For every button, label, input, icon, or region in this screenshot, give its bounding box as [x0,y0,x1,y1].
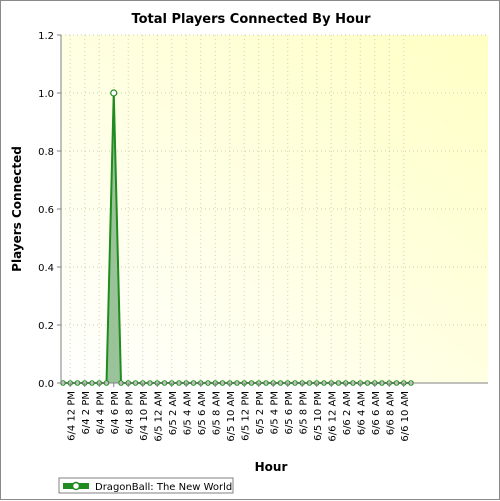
x-tick-label: 6/4 12 PM [66,391,77,441]
chart-title: Total Players Connected By Hour [131,12,371,27]
x-tick-label: 6/5 4 AM [182,391,193,435]
x-tick-label: 6/5 8 AM [211,391,222,435]
legend-marker-icon [71,481,81,491]
x-tick-label: 6/5 10 AM [226,391,237,442]
y-axis-ticks: 0.0 0.2 0.4 0.6 0.8 1.0 1.2 [38,31,61,390]
x-tick-label: 6/5 12 PM [240,391,251,441]
y-tick-label: 1.0 [38,89,54,100]
x-tick-label: 6/4 6 PM [110,391,121,434]
legend-entry-label: DragonBall: The New World [95,482,232,493]
data-point [110,89,118,97]
legend: DragonBall: The New World [58,477,234,494]
x-tick-label: 6/4 2 PM [81,391,92,434]
x-tick-label: 6/5 2 PM [255,391,266,434]
x-tick-label: 6/5 8 PM [298,391,309,434]
legend-box [58,477,234,494]
y-tick-label: 0.6 [38,205,54,216]
y-tick-label: 0.2 [38,321,54,332]
x-tick-label: 6/6 6 AM [371,391,382,435]
x-tick-label: 6/4 10 PM [139,391,150,441]
x-tick-label: 6/5 4 PM [269,391,280,434]
x-tick-label: 6/4 8 PM [124,391,135,434]
x-tick-label: 6/5 6 PM [284,391,295,434]
x-tick-label: 6/5 12 AM [153,391,164,442]
x-tick-label: 6/5 2 AM [168,391,179,435]
x-tick-label: 6/5 10 PM [313,391,324,441]
x-tick-label: 6/6 4 AM [356,391,367,435]
x-tick-label: 6/5 6 AM [197,391,208,435]
x-tick-label: 6/6 8 AM [385,391,396,435]
y-axis-label: Players Connected [10,146,24,272]
x-axis-label: Hour [255,460,288,474]
y-tick-label: 0.8 [38,147,54,158]
x-tick-label: 6/6 10 AM [400,391,411,442]
y-tick-label: 1.2 [38,31,54,42]
x-tick-label: 6/4 4 PM [95,391,106,434]
plot-area [61,35,488,383]
x-tick-label: 6/6 2 AM [342,391,353,435]
y-tick-label: 0.0 [38,379,54,390]
y-tick-label: 0.4 [38,263,54,274]
x-axis-ticks: 6/4 12 PM 6/4 2 PM 6/4 4 PM 6/4 6 PM 6/4 8 P… [66,383,411,442]
x-tick-label: 6/6 12 AM [327,391,338,442]
